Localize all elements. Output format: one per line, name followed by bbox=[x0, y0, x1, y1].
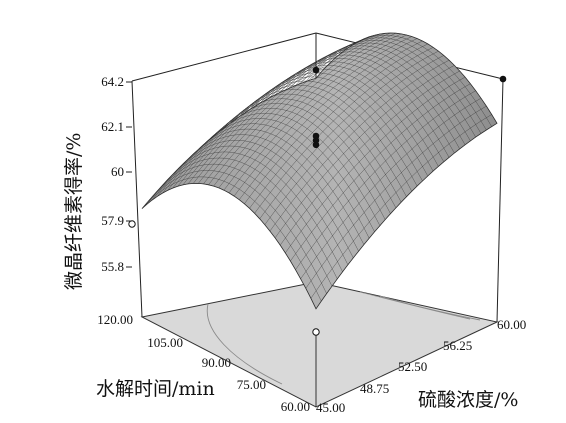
y-tick-label: 60.00 bbox=[497, 317, 526, 332]
x-tick-label: 105.00 bbox=[147, 335, 183, 350]
z-axis-title: 微晶纤维素得率/% bbox=[63, 133, 85, 290]
mesh-line bbox=[305, 37, 487, 131]
z-axis: 55.8 57.9 60 62.1 64.2 bbox=[101, 74, 132, 274]
z-tick-label: 64.2 bbox=[101, 74, 124, 89]
mesh-line bbox=[310, 35, 492, 127]
design-point bbox=[499, 75, 507, 83]
mesh-line bbox=[141, 78, 317, 209]
mesh-line bbox=[285, 48, 466, 145]
mesh-line bbox=[295, 42, 476, 138]
x-tick-label: 60.00 bbox=[281, 399, 310, 414]
z-tick-label: 55.8 bbox=[101, 259, 124, 274]
y-axis: 45.00 48.75 52.50 56.25 60.00 bbox=[316, 317, 526, 415]
mesh-line bbox=[290, 45, 471, 141]
design-point bbox=[312, 132, 320, 140]
y-tick-label: 56.25 bbox=[443, 338, 472, 353]
z-tick-label: 62.1 bbox=[101, 119, 124, 134]
mesh-line bbox=[300, 40, 482, 134]
x-tick-label: 120.00 bbox=[97, 312, 133, 327]
mesh-line bbox=[218, 33, 396, 189]
mesh-line bbox=[167, 51, 343, 191]
response-surface bbox=[141, 32, 498, 310]
x-tick-label: 75.00 bbox=[237, 377, 266, 392]
design-points bbox=[128, 66, 507, 336]
mesh-line bbox=[228, 89, 407, 197]
mesh-line bbox=[146, 71, 322, 205]
y-tick-label: 45.00 bbox=[316, 400, 345, 415]
mesh-line bbox=[280, 51, 460, 149]
mesh-line bbox=[223, 33, 402, 191]
y-axis-title: 硫酸浓度/% bbox=[418, 389, 518, 411]
mesh-line bbox=[208, 33, 386, 185]
x-axis: 60.00 75.00 90.00 105.00 120.00 bbox=[97, 312, 310, 414]
mesh-line bbox=[198, 35, 375, 184]
mesh-line bbox=[152, 66, 327, 201]
mesh-line bbox=[315, 32, 498, 124]
surface-mesh bbox=[141, 32, 498, 309]
x-tick-label: 90.00 bbox=[202, 355, 231, 370]
mesh-line bbox=[157, 60, 333, 197]
design-point bbox=[128, 220, 136, 228]
y-tick-label: 52.50 bbox=[398, 359, 427, 374]
mesh-line bbox=[239, 80, 418, 187]
mesh-line bbox=[187, 38, 364, 185]
mesh-line bbox=[213, 32, 391, 187]
x-axis-title: 水解时间/min bbox=[96, 378, 215, 400]
z-tick-label: 60 bbox=[111, 164, 124, 179]
design-point bbox=[312, 328, 320, 336]
design-point bbox=[312, 66, 320, 74]
y-tick-label: 48.75 bbox=[360, 381, 389, 396]
z-tick-label: 57.9 bbox=[101, 213, 124, 228]
mesh-line bbox=[203, 33, 380, 185]
floor-contours bbox=[206, 291, 481, 385]
